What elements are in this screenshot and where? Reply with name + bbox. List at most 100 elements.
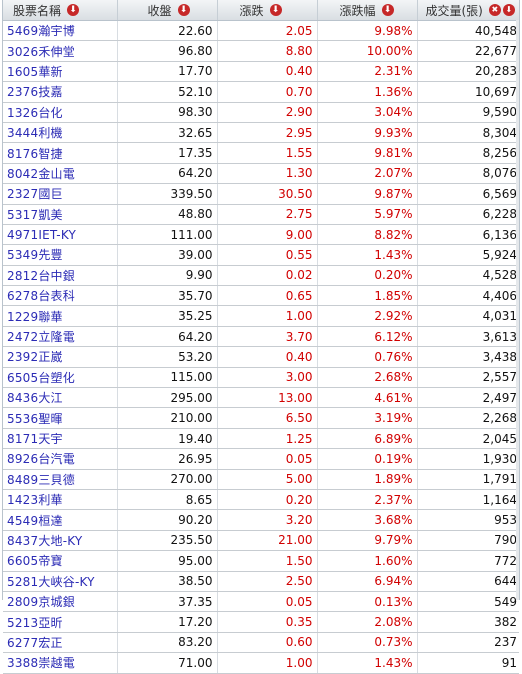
stock-name-cell[interactable]: 1229聯華 [3, 305, 118, 327]
table-row[interactable]: 2327國巨 339.50 30.50 9.87% 6,569 [3, 183, 519, 205]
stock-name-cell[interactable]: 2327國巨 [3, 183, 118, 205]
change-percent-cell: 3.19% [317, 407, 418, 429]
change-cell: 0.02 [217, 265, 318, 287]
close-price-cell: 19.40 [117, 428, 218, 450]
change-percent-cell: 10.00% [317, 40, 418, 62]
stock-name-cell[interactable]: 3388崇越電 [3, 652, 118, 674]
table-row[interactable]: 3026禾伸堂 96.80 8.80 10.00% 22,677 [3, 40, 519, 62]
stock-name-cell[interactable]: 2472立隆電 [3, 326, 118, 348]
column-header-close[interactable]: 收盤 ⬇ [117, 0, 218, 21]
table-row[interactable]: 2812台中銀 9.90 0.02 0.20% 4,528 [3, 265, 519, 287]
vertical-scrollbar[interactable] [516, 20, 519, 600]
stock-name-cell[interactable]: 2392正崴 [3, 346, 118, 368]
column-header-pct[interactable]: 漲跌幅 ⬇ [317, 0, 418, 21]
stock-name-cell[interactable]: 3444利機 [3, 122, 118, 144]
stock-name-cell[interactable]: 6277宏正 [3, 632, 118, 654]
table-row[interactable]: 5536聖暉 210.00 6.50 3.19% 2,268 [3, 407, 519, 429]
table-body: 5469瀚宇博 22.60 2.05 9.98% 40,548 3026禾伸堂 96.80 8… [3, 20, 519, 674]
stock-name-cell[interactable]: 6278台表科 [3, 285, 118, 307]
table-row[interactable]: 5317凱美 48.80 2.75 5.97% 6,228 [3, 204, 519, 225]
change-percent-cell: 2.92% [317, 305, 418, 327]
change-percent-cell: 1.43% [317, 244, 418, 266]
table-row[interactable]: 5281大峽谷-KY 38.50 2.50 6.94% 644 [3, 571, 519, 592]
table-row[interactable]: 8926台汽電 26.95 0.05 0.19% 1,930 [3, 448, 519, 470]
table-row[interactable]: 3444利機 32.65 2.95 9.93% 8,304 [3, 122, 519, 144]
volume-cell: 4,528 [417, 265, 519, 287]
change-cell: 0.65 [217, 285, 318, 307]
column-header-change[interactable]: 漲跌 ⬇ [217, 0, 318, 21]
change-percent-cell: 0.73% [317, 632, 418, 654]
table-row[interactable]: 1605華新 17.70 0.40 2.31% 20,283 [3, 61, 519, 83]
change-percent-cell: 5.97% [317, 204, 418, 225]
change-cell: 30.50 [217, 183, 318, 205]
table-row[interactable]: 8489三貝德 270.00 5.00 1.89% 1,791 [3, 469, 519, 490]
sort-down-icon[interactable]: ⬇ [502, 4, 515, 16]
table-row[interactable]: 1423利華 8.65 0.20 2.37% 1,164 [3, 489, 519, 511]
table-row[interactable]: 6277宏正 83.20 0.60 0.73% 237 [3, 632, 519, 654]
sort-down-icon[interactable]: ⬇ [67, 4, 80, 16]
stock-name-cell[interactable]: 8437大地-KY [3, 530, 118, 552]
table-row[interactable]: 8176智捷 17.35 1.55 9.81% 8,256 [3, 142, 519, 164]
volume-cell: 9,590 [417, 102, 519, 123]
stock-name-cell[interactable]: 1605華新 [3, 61, 118, 83]
table-row[interactable]: 2376技嘉 52.10 0.70 1.36% 10,697 [3, 81, 519, 103]
change-cell: 2.90 [217, 102, 318, 123]
change-cell: 2.05 [217, 20, 318, 42]
stock-name-cell[interactable]: 8042金山電 [3, 163, 118, 185]
stock-name-cell[interactable]: 4549桓達 [3, 509, 118, 531]
sort-down-icon[interactable]: ⬇ [381, 4, 394, 16]
change-cell: 0.20 [217, 489, 318, 511]
table-row[interactable]: 1229聯華 35.25 1.00 2.92% 4,031 [3, 305, 519, 327]
stock-name-cell[interactable]: 5281大峽谷-KY [3, 571, 118, 592]
table-row[interactable]: 6605帝寶 95.00 1.50 1.60% 772 [3, 550, 519, 572]
stock-name-cell[interactable]: 5317凱美 [3, 204, 118, 225]
stock-name-cell[interactable]: 5469瀚宇博 [3, 20, 118, 42]
close-icon[interactable]: ✖ [488, 4, 501, 16]
stock-name-cell[interactable]: 2809京城銀 [3, 591, 118, 613]
column-header-label: 成交量(張) [425, 3, 483, 18]
stock-name-cell[interactable]: 6605帝寶 [3, 550, 118, 572]
change-percent-cell: 6.12% [317, 326, 418, 348]
table-row[interactable]: 5213亞昕 17.20 0.35 2.08% 382 [3, 611, 519, 633]
column-header-volume[interactable]: 成交量(張) ✖ ⬇ [417, 0, 519, 21]
stock-name-cell[interactable]: 5213亞昕 [3, 611, 118, 633]
stock-name-cell[interactable]: 1326台化 [3, 102, 118, 123]
change-cell: 1.50 [217, 550, 318, 572]
stock-name-cell[interactable]: 2812台中銀 [3, 265, 118, 287]
stock-name-cell[interactable]: 8436大江 [3, 387, 118, 409]
table-row[interactable]: 2392正崴 53.20 0.40 0.76% 3,438 [3, 346, 519, 368]
close-price-cell: 111.00 [117, 224, 218, 246]
stock-name-cell[interactable]: 8489三貝德 [3, 469, 118, 490]
stock-name-cell[interactable]: 8171天宇 [3, 428, 118, 450]
stock-name-cell[interactable]: 5536聖暉 [3, 407, 118, 429]
stock-name-cell[interactable]: 2376技嘉 [3, 81, 118, 103]
change-cell: 0.35 [217, 611, 318, 633]
stock-name-cell[interactable]: 4971IET-KY [3, 224, 118, 246]
table-row[interactable]: 5469瀚宇博 22.60 2.05 9.98% 40,548 [3, 20, 519, 42]
stock-name-cell[interactable]: 3026禾伸堂 [3, 40, 118, 62]
table-row[interactable]: 6278台表科 35.70 0.65 1.85% 4,406 [3, 285, 519, 307]
table-row[interactable]: 6505台塑化 115.00 3.00 2.68% 2,557 [3, 367, 519, 389]
table-row[interactable]: 5349先豐 39.00 0.55 1.43% 5,924 [3, 244, 519, 266]
table-row[interactable]: 8436大江 295.00 13.00 4.61% 2,497 [3, 387, 519, 409]
table-row[interactable]: 8437大地-KY 235.50 21.00 9.79% 790 [3, 530, 519, 552]
table-row[interactable]: 2472立隆電 64.20 3.70 6.12% 3,613 [3, 326, 519, 348]
stock-name-cell[interactable]: 6505台塑化 [3, 367, 118, 389]
sort-down-icon[interactable]: ⬇ [269, 4, 282, 16]
column-header-name[interactable]: 股票名稱 ⬇ [3, 0, 118, 21]
stock-name-cell[interactable]: 8176智捷 [3, 142, 118, 164]
change-cell: 0.05 [217, 448, 318, 470]
sort-down-icon[interactable]: ⬇ [177, 4, 190, 16]
table-row[interactable]: 1326台化 98.30 2.90 3.04% 9,590 [3, 102, 519, 123]
stock-name-cell[interactable]: 5349先豐 [3, 244, 118, 266]
table-row[interactable]: 8042金山電 64.20 1.30 2.07% 8,076 [3, 163, 519, 185]
table-row[interactable]: 4971IET-KY 111.00 9.00 8.82% 6,136 [3, 224, 519, 246]
table-row[interactable]: 4549桓達 90.20 3.20 3.68% 953 [3, 509, 519, 531]
change-cell: 2.95 [217, 122, 318, 144]
table-row[interactable]: 3388崇越電 71.00 1.00 1.43% 91 [3, 652, 519, 674]
stock-name-cell[interactable]: 8926台汽電 [3, 448, 118, 470]
stock-name-cell[interactable]: 1423利華 [3, 489, 118, 511]
change-percent-cell: 1.60% [317, 550, 418, 572]
table-row[interactable]: 8171天宇 19.40 1.25 6.89% 2,045 [3, 428, 519, 450]
table-row[interactable]: 2809京城銀 37.35 0.05 0.13% 549 [3, 591, 519, 613]
